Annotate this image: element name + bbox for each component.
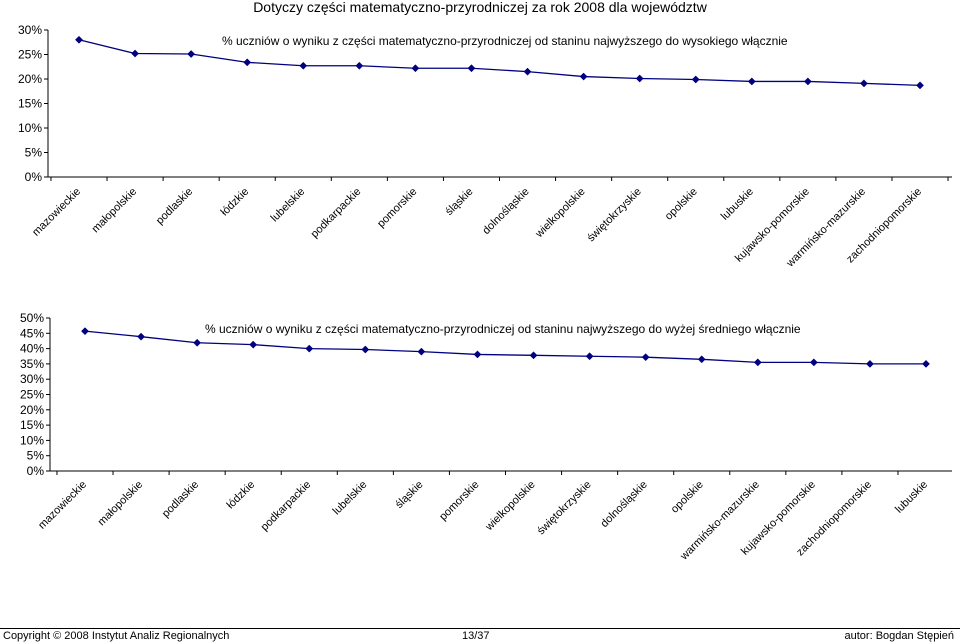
top-data-point-zachodniopomorskie	[916, 81, 924, 90]
top-y-tick-label: 5%	[25, 146, 43, 160]
bottom-category-label: lubelskie	[331, 479, 370, 518]
bottom-data-point-śląskie	[417, 347, 426, 356]
bottom-data-point-pomorskie	[473, 350, 482, 359]
bottom-y-tick-label: 0%	[27, 464, 45, 478]
top-data-point-opolskie	[691, 75, 700, 84]
bottom-series-line	[84, 330, 926, 365]
bottom-y-tick-label: 35%	[20, 357, 44, 371]
top-y-tick-label: 25%	[18, 48, 42, 62]
top-data-point-warmińsko-mazurskie	[859, 79, 868, 88]
top-data-point-pomorskie	[411, 64, 420, 73]
top-y-tick-label: 0%	[25, 170, 43, 184]
footer-author: autor: Bogdan Stępień	[844, 630, 954, 642]
bottom-data-point-lubelskie	[361, 345, 370, 354]
bottom-category-label: lubuskie	[893, 479, 930, 516]
top-data-point-małopolskie	[131, 49, 140, 58]
top-y-tick-label: 15%	[18, 97, 42, 111]
bottom-data-point-kujawsko-pomorskie	[809, 358, 818, 367]
bottom-category-label: pomorskie	[437, 479, 481, 523]
top-data-point-lubuskie	[747, 77, 756, 86]
top-data-point-lubelskie	[299, 61, 308, 70]
top-data-point-podkarpackie	[355, 61, 364, 70]
top-data-point-świętokrzyskie	[635, 74, 644, 83]
top-data-point-podlaskie	[187, 50, 196, 58]
bottom-y-tick-label: 10%	[20, 433, 44, 447]
page-title: Dotyczy części matematyczno-przyrodnicze…	[253, 0, 707, 15]
bottom-y-tick-label: 50%	[20, 311, 44, 325]
bottom-category-label: małopolskie	[96, 479, 146, 529]
bottom-category-label: opolskie	[669, 479, 706, 516]
bottom-data-point-świętokrzyskie	[585, 352, 594, 361]
top-data-point-mazowieckie	[75, 35, 83, 44]
bottom-data-point-małopolskie	[137, 332, 146, 341]
top-y-tick-label: 30%	[18, 23, 42, 37]
bottom-y-tick-label: 30%	[20, 372, 44, 386]
bottom-data-point-podkarpackie	[305, 344, 314, 353]
bottom-chart-title: % uczniów o wyniku z części matematyczno…	[205, 322, 801, 336]
top-data-point-łódzkie	[243, 58, 252, 67]
bottom-category-label: śląskie	[393, 479, 425, 511]
top-y-tick-label: 20%	[18, 72, 42, 86]
top-chart-title: % uczniów o wyniku z części matematyczno…	[222, 34, 788, 48]
bottom-category-label: mazowieckie	[36, 479, 89, 532]
bottom-category-label: łódzkie	[225, 479, 258, 512]
footer: Copyright © 2008 Instytut Analiz Regiona…	[0, 628, 960, 643]
bottom-data-point-warmińsko-mazurskie	[753, 358, 762, 367]
chart-bottom-line: 0%5% 10%15%20%25% 30%35%40% 45%50% % uczniów…	[20, 311, 952, 563]
bottom-data-point-lubuskie	[922, 359, 930, 368]
bottom-y-tick-label: 5%	[27, 449, 45, 463]
top-data-point-kujawsko-pomorskie	[803, 77, 812, 86]
bottom-category-label: podkarpackie	[259, 479, 314, 534]
bottom-y-tick-label: 15%	[20, 418, 44, 432]
chart-top-line: 0% 5% 10% 15% 20% 25% 30% % uczniów o wyniku z …	[18, 23, 952, 270]
bottom-data-point-wielkopolskie	[529, 351, 538, 360]
bottom-y-tick-label: 40%	[20, 342, 44, 356]
bottom-category-label: świętokrzyskie	[535, 479, 594, 538]
top-y-tick-label: 10%	[18, 121, 42, 135]
bottom-y-tick-label: 45%	[20, 326, 44, 340]
bottom-category-label: dolnośląskie	[598, 479, 649, 530]
bottom-data-point-łódzkie	[249, 340, 258, 349]
bottom-y-tick-label: 20%	[20, 403, 44, 417]
top-series-line	[78, 39, 921, 87]
top-data-point-śląskie	[467, 64, 476, 73]
bottom-data-point-mazowieckie	[81, 327, 89, 336]
bottom-y-tick-label: 25%	[20, 388, 44, 402]
bottom-category-label: wielkopolskie	[483, 479, 538, 534]
footer-copyright: Copyright © 2008 Instytut Analiz Regiona…	[3, 630, 230, 642]
top-data-point-wielkopolskie	[579, 72, 588, 81]
bottom-data-point-opolskie	[697, 355, 706, 364]
bottom-data-point-podlaskie	[193, 338, 202, 347]
footer-page-number: 13/37	[462, 630, 490, 642]
top-data-point-dolnośląskie	[523, 67, 532, 76]
bottom-data-point-zachodniopomorskie	[865, 359, 874, 368]
bottom-category-label: podlaskie	[160, 479, 201, 520]
bottom-data-point-dolnośląskie	[641, 353, 650, 362]
